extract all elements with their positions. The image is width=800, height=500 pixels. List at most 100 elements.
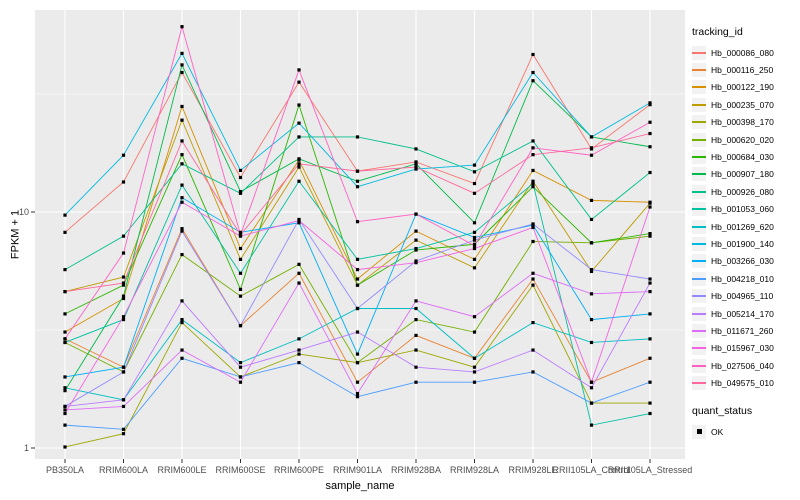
- data-point: [121, 432, 126, 436]
- data-point: [414, 147, 418, 151]
- x-tick-label: RRIM600LA: [99, 465, 148, 475]
- data-point: [297, 221, 301, 225]
- data-point: [121, 275, 126, 279]
- data-point: [531, 181, 535, 186]
- data-point: [63, 389, 67, 393]
- legend-line-icon: [692, 347, 706, 350]
- legend-item-label: Hb_001269_620: [711, 221, 774, 232]
- data-point: [297, 218, 301, 223]
- legend-item: Hb_000684_030: [692, 148, 798, 165]
- quant-status-items: OK: [692, 423, 798, 440]
- data-point: [121, 281, 126, 285]
- data-point: [355, 220, 360, 224]
- data-point: [355, 352, 360, 356]
- legend-key-swatch: [692, 80, 706, 95]
- legend-item: Hb_000620_020: [692, 131, 798, 148]
- legend-key-swatch: [692, 45, 706, 60]
- data-point: [297, 337, 301, 341]
- quant-status-label: OK: [711, 426, 724, 437]
- data-point: [63, 312, 67, 316]
- data-point: [180, 63, 184, 67]
- legend-item-label: Hb_000086_080: [711, 47, 774, 58]
- data-point: [180, 229, 184, 233]
- data-point: [648, 103, 652, 107]
- data-point: [297, 361, 301, 365]
- data-point: [589, 217, 594, 222]
- legend-item-label: Hb_000926_080: [711, 186, 774, 197]
- data-point: [63, 268, 67, 272]
- legend-line-icon: [692, 382, 706, 385]
- data-point: [180, 51, 184, 55]
- y-tick-label: 1: [24, 443, 29, 453]
- data-point: [472, 238, 477, 242]
- legend-key-swatch: [692, 219, 706, 234]
- data-point: [472, 246, 477, 251]
- data-point: [355, 257, 360, 261]
- data-point: [121, 294, 126, 298]
- data-point: [648, 401, 652, 405]
- data-point: [531, 185, 535, 189]
- data-point: [63, 404, 67, 409]
- data-point: [63, 289, 67, 294]
- legend-line-icon: [692, 312, 706, 315]
- legend-line-icon: [692, 190, 706, 193]
- legend-line-icon: [692, 242, 706, 245]
- data-point: [589, 292, 594, 296]
- data-point: [63, 445, 67, 449]
- data-point: [414, 162, 418, 166]
- data-point: [414, 238, 418, 242]
- legend-item-label: Hb_001053_060: [711, 204, 774, 215]
- data-point: [238, 257, 243, 261]
- legend-title: tracking_id: [692, 26, 743, 38]
- data-point: [531, 168, 535, 173]
- data-point: [472, 170, 477, 174]
- legend-key-swatch: [692, 150, 706, 165]
- data-point: [121, 398, 126, 402]
- data-point: [355, 395, 360, 399]
- data-point: [355, 361, 360, 365]
- data-point: [238, 190, 243, 194]
- legend-item-label: Hb_005214_170: [711, 308, 774, 319]
- data-point: [648, 231, 652, 236]
- data-point: [531, 70, 535, 75]
- data-point: [414, 165, 418, 169]
- data-point: [648, 120, 652, 124]
- data-point: [121, 283, 126, 287]
- legend-line-icon: [692, 329, 706, 332]
- data-point: [297, 103, 301, 107]
- legend-item-label: Hb_003266_030: [711, 256, 774, 267]
- data-point: [531, 370, 535, 374]
- data-point: [297, 352, 301, 356]
- quant-status-key-swatch: [692, 424, 706, 439]
- legend-line-icon: [692, 260, 706, 263]
- legend-key-swatch: [692, 289, 706, 304]
- data-point: [63, 386, 67, 390]
- x-axis-title: sample_name: [325, 480, 395, 492]
- data-point: [531, 179, 535, 183]
- data-point: [238, 246, 243, 251]
- y-tick-label: 10: [19, 207, 29, 217]
- legend-line-icon: [692, 208, 706, 211]
- x-tick-label: RRIM600PE: [274, 465, 324, 475]
- data-point: [589, 268, 594, 272]
- data-point: [414, 380, 418, 384]
- data-point: [589, 241, 594, 245]
- data-point: [531, 153, 535, 157]
- data-point: [414, 365, 418, 369]
- data-point: [238, 191, 243, 195]
- legend-key-swatch: [692, 184, 706, 199]
- data-point: [648, 201, 652, 205]
- legend-item: Hb_000926_080: [692, 183, 798, 200]
- legend-line-icon: [692, 86, 706, 89]
- data-point: [531, 225, 535, 230]
- data-point: [63, 423, 67, 427]
- data-point: [180, 104, 184, 109]
- legend-item: Hb_001053_060: [692, 201, 798, 218]
- data-point: [414, 333, 418, 337]
- data-point: [355, 306, 360, 311]
- data-point: [414, 160, 418, 164]
- x-tick-label: RRIM928LA: [450, 465, 499, 475]
- x-tick-label: RRII105LA_Stressed: [608, 465, 693, 475]
- legend-key-swatch: [692, 97, 706, 112]
- data-point: [531, 320, 535, 325]
